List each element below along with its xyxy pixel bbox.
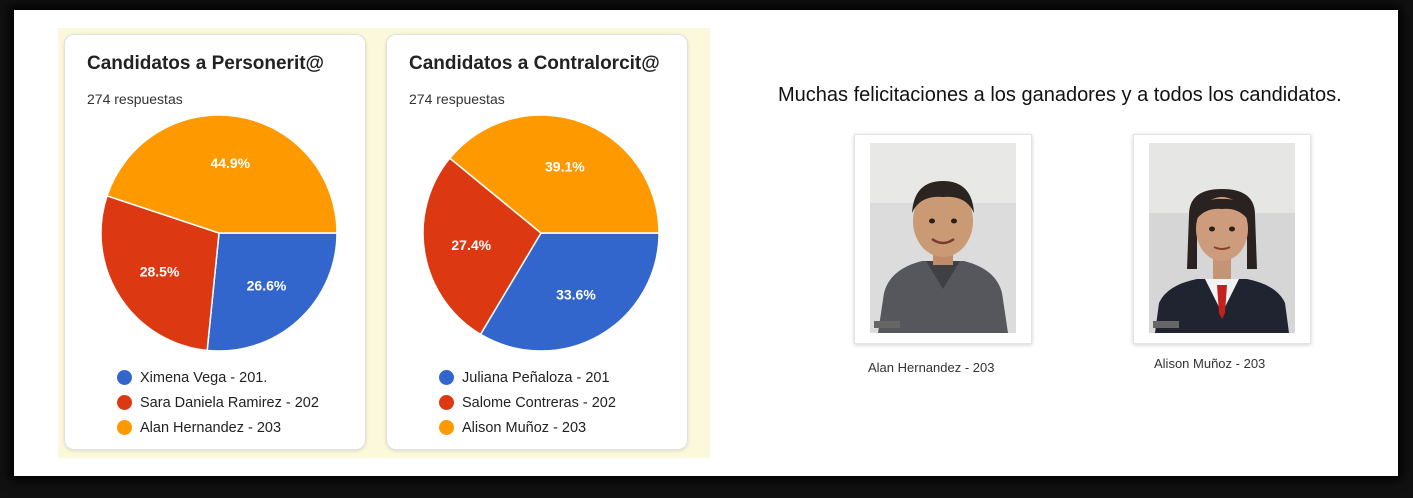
legend-label: Alison Muñoz - 203 [462,419,587,436]
slice-label: 27.4% [451,237,491,253]
legend-item: Juliana Peñaloza - 201 [439,365,616,390]
legend-label: Sara Daniela Ramirez - 202 [140,394,319,411]
charts-panel: Candidatos a Personerit@ 274 respuestas … [58,28,710,458]
legend-swatch [439,370,454,385]
chart-card-contralor: Candidatos a Contralorcit@ 274 respuesta… [386,34,688,450]
slice-label: 33.6% [556,287,596,303]
legend-swatch [117,420,132,435]
legend-item: Sara Daniela Ramirez - 202 [117,390,319,415]
chart-title: Candidatos a Personerit@ [87,53,325,74]
chart-legend: Ximena Vega - 201. Sara Daniela Ramirez … [117,365,319,440]
legend-swatch [439,420,454,435]
pie-slice [422,157,542,336]
winner-caption: Alan Hernandez - 203 [868,360,995,375]
slice-label: 26.6% [247,278,287,294]
chart-title: Candidatos a Contralorcit@ [409,53,660,74]
slide-frame: Candidatos a Personerit@ 274 respuestas … [14,10,1398,476]
pie-slice [106,114,338,234]
pie-slice [100,194,220,352]
legend-swatch [117,395,132,410]
legend-label: Ximena Vega - 201. [140,369,268,386]
legend-item: Ximena Vega - 201. [117,365,319,390]
slice-label: 39.1% [545,158,585,174]
legend-swatch [439,395,454,410]
slice-label: 28.5% [140,263,180,279]
chart-legend: Juliana Peñaloza - 201 Salome Contreras … [439,365,616,440]
pie-slice [448,114,660,234]
legend-item: Alison Muñoz - 203 [439,415,616,440]
legend-item: Alan Hernandez - 203 [117,415,319,440]
pie-chart-personero: 26.6% 28.5% 44.9% [100,114,338,352]
winner-caption: Alison Muñoz - 203 [1154,356,1266,371]
legend-item: Salome Contreras - 202 [439,390,616,415]
winner-photo-card [1133,134,1311,344]
winner-photo-girl [1149,143,1295,333]
chart-card-personero: Candidatos a Personerit@ 274 respuestas … [64,34,366,450]
slice-label: 44.9% [210,155,250,171]
pie-chart-contralor: 33.6% 27.4% 39.1% [422,114,660,352]
legend-label: Salome Contreras - 202 [462,394,616,411]
legend-label: Alan Hernandez - 203 [140,419,282,436]
chart-subtitle: 274 respuestas [87,91,183,107]
legend-swatch [117,370,132,385]
legend-label: Juliana Peñaloza - 201 [462,369,610,386]
pie-slice [206,232,338,352]
chart-subtitle: 274 respuestas [409,91,505,107]
congratulations-text: Muchas felicitaciones a los ganadores y … [778,84,1342,106]
pie-slice [479,232,660,352]
winner-photo-boy [870,143,1016,333]
winner-photo-card [854,134,1032,344]
